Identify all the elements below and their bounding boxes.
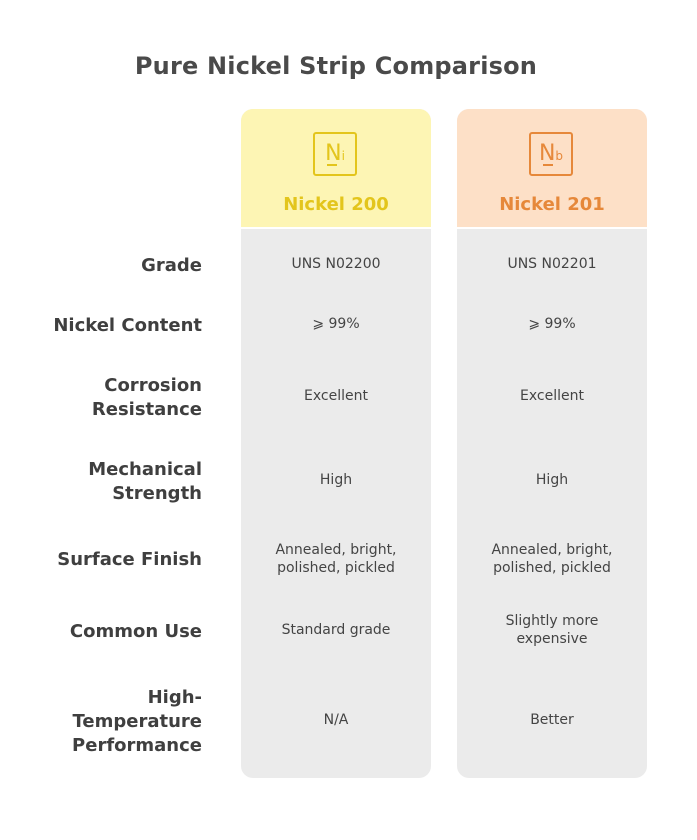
cell-corrosion-resistance: Excellent bbox=[304, 388, 368, 404]
cell-grade: UNS N02200 bbox=[291, 256, 381, 272]
cell-mechanical-strength: High bbox=[535, 472, 569, 488]
column-title: Nickel 201 bbox=[499, 194, 605, 215]
row-label-mechanical-strength: Mechanical Strength bbox=[88, 459, 202, 504]
cell-common-use: Slightly more expensive bbox=[505, 613, 599, 647]
cell-common-use: Standard grade bbox=[281, 622, 391, 638]
cell-corrosion-resistance: Excellent bbox=[520, 388, 584, 404]
column-header-nickel-201: Nb Nickel 201 bbox=[457, 109, 647, 229]
element-nb-icon: Nb bbox=[529, 132, 573, 176]
element-ni-icon: Ni bbox=[313, 132, 357, 176]
cell-nickel-content: ⩾ 99% bbox=[528, 316, 576, 332]
cell-mechanical-strength: High bbox=[319, 472, 353, 488]
column-header-nickel-200: Ni Nickel 200 bbox=[241, 109, 431, 229]
cell-grade: UNS N02201 bbox=[507, 256, 597, 272]
cell-high-temperature-performance: N/A bbox=[323, 712, 349, 728]
cell-nickel-content: ⩾ 99% bbox=[312, 316, 360, 332]
row-label-grade: Grade bbox=[141, 255, 202, 276]
row-label-common-use: Common Use bbox=[69, 621, 202, 642]
cell-surface-finish: Annealed, bright, polished, pickled bbox=[491, 542, 613, 576]
column-title: Nickel 200 bbox=[283, 194, 389, 215]
row-label-nickel-content: Nickel Content bbox=[53, 315, 202, 336]
page-title: Pure Nickel Strip Comparison bbox=[134, 52, 538, 80]
row-label-surface-finish: Surface Finish bbox=[57, 549, 202, 570]
column-nickel-200: Ni Nickel 200 UNS N02200 ⩾ 99% Excellent… bbox=[241, 109, 431, 778]
cell-surface-finish: Annealed, bright, polished, pickled bbox=[275, 542, 397, 576]
row-label-high-temperature-performance: High-Temperature Performance bbox=[72, 687, 202, 756]
cell-high-temperature-performance: Better bbox=[530, 712, 574, 728]
row-label-corrosion-resistance: Corrosion Resistance bbox=[91, 375, 202, 420]
column-nickel-201: Nb Nickel 201 UNS N02201 ⩾ 99% Excellent… bbox=[457, 109, 647, 778]
